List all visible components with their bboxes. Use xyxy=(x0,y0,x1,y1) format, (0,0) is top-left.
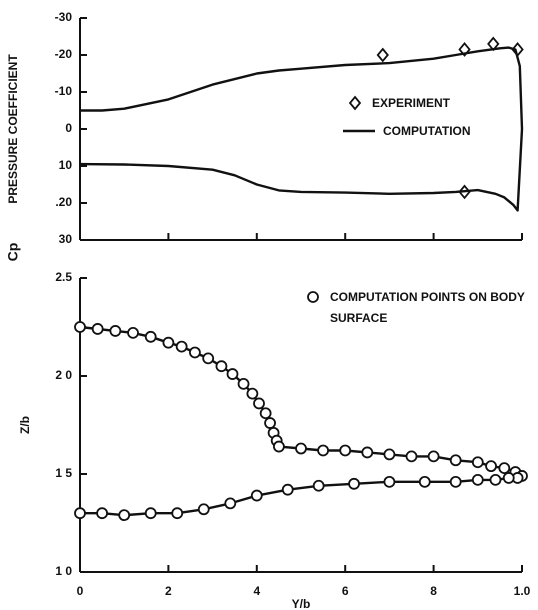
x-tick-label: 0 xyxy=(77,584,84,598)
data-point xyxy=(272,440,285,453)
y-tick-label: 0 xyxy=(65,121,72,135)
x-axis-title: Y/b xyxy=(292,597,311,610)
data-point xyxy=(226,368,239,380)
data-point xyxy=(498,462,511,475)
data-point xyxy=(317,444,330,457)
data-point xyxy=(383,448,396,461)
data-point xyxy=(197,503,210,516)
y-tick-label: 1 0 xyxy=(55,564,72,578)
data-point xyxy=(427,450,440,463)
data-point xyxy=(449,454,462,467)
y-tick-label: 30 xyxy=(59,232,73,246)
y-tick-label: 10 xyxy=(59,158,73,172)
x-tick-label: 8 xyxy=(430,584,437,598)
data-point xyxy=(144,507,157,520)
data-point xyxy=(162,336,175,349)
data-point xyxy=(246,387,259,400)
data-point xyxy=(96,507,108,520)
data-point xyxy=(471,456,484,469)
series-line xyxy=(79,46,524,212)
data-point xyxy=(250,489,263,502)
data-point xyxy=(259,407,272,420)
y-tick-label: 1 5 xyxy=(55,466,72,480)
y-tick-label: -10 xyxy=(55,84,73,98)
data-point xyxy=(312,479,325,492)
data-point xyxy=(171,507,184,520)
data-point xyxy=(405,450,418,463)
data-point xyxy=(253,397,265,410)
data-point xyxy=(295,442,307,455)
y-tick-label: 2 0 xyxy=(55,368,72,382)
y-tick-label: .20 xyxy=(55,195,72,209)
legend-symbol xyxy=(307,291,319,303)
data-point xyxy=(175,340,188,353)
legend-label: COMPUTATION POINTS ON BODY SURFACE xyxy=(330,290,525,325)
data-point xyxy=(224,497,237,510)
data-point xyxy=(449,475,462,488)
data-point xyxy=(485,460,497,473)
data-point xyxy=(237,377,250,390)
data-point xyxy=(376,47,389,63)
x-tick-label: 1.0 xyxy=(514,584,531,598)
data-point xyxy=(74,507,86,520)
data-point xyxy=(471,473,484,486)
y-tick-label: -20 xyxy=(55,47,73,61)
data-point xyxy=(215,360,228,373)
y-axis-symbol: Cp xyxy=(5,243,21,262)
data-point xyxy=(91,323,104,335)
y-tick-label: -30 xyxy=(55,10,73,24)
data-point xyxy=(144,330,157,343)
data-point xyxy=(383,475,396,488)
data-point xyxy=(202,352,215,365)
legend-label: EXPERIMENT xyxy=(372,96,451,110)
data-point xyxy=(189,346,201,359)
data-point xyxy=(339,444,352,457)
data-point xyxy=(127,326,139,339)
x-tick-label: 4 xyxy=(253,584,260,598)
legend-symbol xyxy=(348,95,362,111)
data-point xyxy=(361,446,374,459)
y-axis-title: Z/b xyxy=(18,416,32,434)
data-point xyxy=(118,509,131,522)
legend-label: COMPUTATION xyxy=(383,124,471,138)
x-tick-label: 6 xyxy=(342,584,349,598)
data-point xyxy=(418,475,431,488)
data-point xyxy=(109,325,122,337)
data-point xyxy=(489,473,502,486)
y-axis-title: PRESSURE COEFFICIENT xyxy=(6,54,20,204)
data-point xyxy=(74,321,86,333)
data-point xyxy=(348,477,360,490)
x-tick-label: 2 xyxy=(165,584,172,598)
data-point xyxy=(502,472,515,484)
y-tick-label: 2.5 xyxy=(55,270,72,284)
data-point xyxy=(281,483,294,496)
data-point xyxy=(264,417,276,429)
